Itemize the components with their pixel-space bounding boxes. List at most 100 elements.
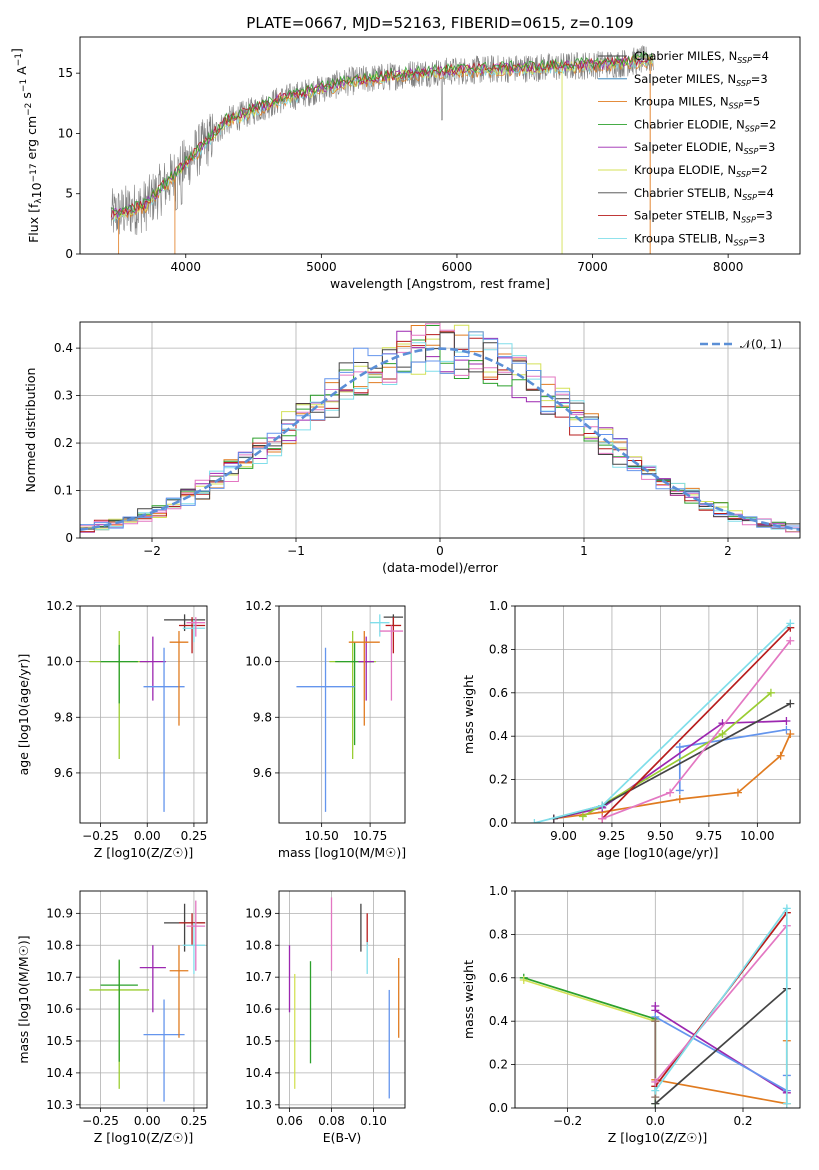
weight-line [655,1040,788,1105]
residual-histogram-line [80,332,800,530]
x-tick-label: 9.00 [550,829,577,843]
x-tick-label: −0.25 [82,829,119,843]
axes-frame [79,605,208,824]
weight-vs-Z-panel: −0.2 0.0 0.2 0.0 0.2 0.4 0.6 0.8 1.0 Z [log10(Z/Z… [461,884,801,1145]
y-tick-label: 0.4 [489,1014,508,1028]
legend-label: 𝒩(0, 1) [740,337,782,351]
plus-marker [651,1077,660,1086]
y-tick-label: 10.2 [245,599,272,613]
spectrum-plot-area [110,44,654,254]
residual-histogram-line [80,323,800,533]
y-tick-label: 10.4 [245,1066,272,1080]
x-tick-label: 0.0 [646,1114,665,1128]
data-point [100,644,138,704]
plus-marker [519,975,528,984]
axes-frame [278,605,406,824]
legend-label: Chabrier MILES, NSSP=4 [634,49,769,65]
x-tick-label: 9.50 [647,829,674,843]
legend-label: Chabrier STELIB, NSSP=4 [634,186,774,202]
data-point [169,631,189,726]
data-point [296,647,355,812]
y-tick-label: 1.0 [489,884,508,898]
y-axis-label: mass weight [461,960,476,1039]
data-point [143,999,185,1102]
y-tick-label: 0 [65,247,73,261]
x-tick-label: 9.75 [696,829,723,843]
x-tick-label: 1 [580,544,588,558]
x-tick-label: 2 [724,544,732,558]
axes-frame [79,321,801,539]
x-tick-label: 0.06 [276,1114,303,1128]
weight-vs-age-panel: 9.00 9.25 9.50 9.75 10.00 0.0 0.2 0.4 0.6 0.8 1.0 a… [461,599,801,860]
weight-line [553,702,791,820]
mass-vs-EBV-panel: 0.06 0.08 0.10 10.3 10.4 10.5 10.6 10.7 10.8 10.9… [245,890,406,1145]
legend-label: Kroupa ELODIE, NSSP=2 [634,163,768,179]
data-point [182,922,206,974]
weight-line [654,1016,788,1093]
y-tick-label: 0.0 [489,816,508,830]
axes-frame [278,890,406,1109]
y-tick-label: 10 [58,126,73,140]
data-point [182,619,206,643]
plus-marker [675,743,684,752]
plus-marker [675,795,684,804]
data-point [358,636,374,701]
plus-marker [651,1086,660,1095]
y-tick-label: 0.8 [489,927,508,941]
y-tick-label: 10.8 [46,938,73,952]
y-tick-label: 0.2 [489,1058,508,1072]
y-tick-label: 10.8 [245,938,272,952]
y-tick-label: 10.0 [245,655,272,669]
gaussian-curve [80,347,800,531]
data-point [385,617,402,654]
y-tick-label: 10.9 [245,906,272,920]
x-tick-label: −0.25 [82,1114,119,1128]
y-tick-label: 0.1 [54,484,73,498]
spectrum-panel: 4000 5000 6000 7000 8000 0 5 10 15 wavelength [An… [9,36,801,291]
x-tick-label: 0.08 [318,1114,345,1128]
plus-marker [598,801,607,810]
legend-label: Kroupa MILES, NSSP=5 [634,95,760,111]
plus-marker [718,730,727,739]
mass-vs-Z-plot-area [89,900,206,1102]
x-tick-label: 0.25 [181,829,208,843]
x-tick-label: −2 [143,544,161,558]
model-spectrum-line [111,51,654,216]
y-tick-label: 5 [65,187,73,201]
plus-marker [776,751,785,760]
legend-label: Kroupa STELIB, NSSP=3 [634,231,765,247]
x-tick-label: 8000 [713,260,744,274]
weight-vs-age-plot-area [530,619,795,823]
weight-line [523,979,656,1023]
x-tick-label: 4000 [170,260,201,274]
x-tick-label: 0.10 [360,1114,387,1128]
y-tick-label: 10.3 [46,1098,73,1112]
x-tick-label: 7000 [577,260,608,274]
weight-line [534,622,791,823]
y-axis-label: age [log10(age/yr)] [16,654,31,776]
plus-marker [786,699,795,708]
data-point [348,631,380,726]
x-axis-label: age [log10(age/yr)] [597,845,719,860]
residual-plot-area [80,323,800,533]
axes-frame [79,890,208,1109]
residuals-panel: −2 −1 0 1 2 0 0.1 0.2 0.3 0.4 (data-model)/error No… [23,321,801,575]
x-tick-label: 0 [436,544,444,558]
weight-line [553,733,792,820]
y-tick-label: 10.3 [245,1098,272,1112]
y-tick-label: 0.3 [54,389,73,403]
axes-frame [514,605,801,824]
data-point [164,903,206,952]
weight-line [553,720,787,820]
plus-marker [782,904,791,913]
model-spectrum-line [111,58,654,223]
y-tick-label: 0.2 [54,436,73,450]
y-tick-label: 10.0 [46,655,73,669]
data-point [186,617,206,637]
weight-line [523,976,657,1104]
age-vs-Z-plot-area [89,614,206,812]
data-point [169,945,189,1038]
x-axis-label: Z [log10(Z/Z☉)] [608,1130,708,1145]
plus-marker [786,619,795,628]
